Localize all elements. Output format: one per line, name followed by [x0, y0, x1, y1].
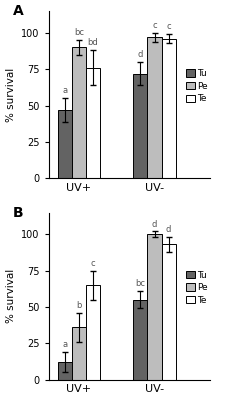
Y-axis label: % survival: % survival — [6, 68, 15, 122]
Y-axis label: % survival: % survival — [6, 269, 15, 323]
Bar — [86, 285, 100, 380]
Bar — [133, 74, 147, 178]
Bar — [147, 37, 162, 178]
Text: A: A — [13, 4, 24, 18]
Bar — [162, 39, 176, 178]
Bar — [58, 110, 72, 178]
Text: d: d — [138, 50, 143, 59]
Text: c: c — [91, 259, 95, 268]
Text: d: d — [152, 220, 157, 228]
Text: c: c — [166, 22, 171, 32]
Legend: Tu, Pe, Te: Tu, Pe, Te — [185, 68, 209, 104]
Bar — [72, 48, 86, 178]
Bar — [58, 362, 72, 380]
Bar — [147, 234, 162, 380]
Bar — [133, 300, 147, 380]
Text: c: c — [152, 21, 157, 30]
Text: a: a — [62, 86, 67, 96]
Legend: Tu, Pe, Te: Tu, Pe, Te — [185, 270, 209, 306]
Text: bc: bc — [74, 28, 84, 37]
Bar — [162, 244, 176, 380]
Text: bd: bd — [87, 38, 98, 48]
Bar — [86, 68, 100, 178]
Text: bc: bc — [135, 279, 145, 288]
Text: a: a — [62, 340, 67, 349]
Text: B: B — [13, 206, 24, 220]
Text: d: d — [166, 225, 171, 234]
Text: b: b — [76, 301, 82, 310]
Bar — [72, 327, 86, 380]
